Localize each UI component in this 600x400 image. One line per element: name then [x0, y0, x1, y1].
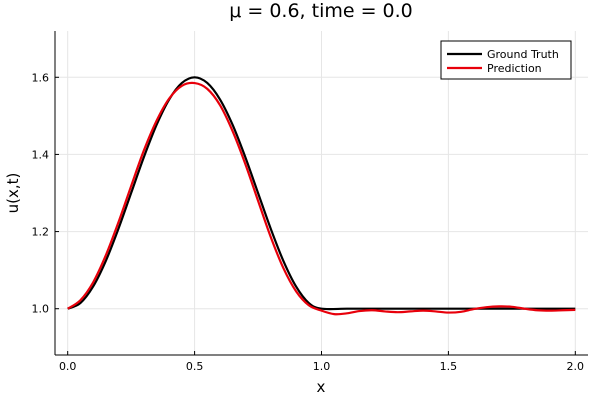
legend-box — [440, 40, 572, 80]
x-tick-label: 1.5 — [440, 360, 458, 373]
y-tick-label: 1.0 — [32, 303, 50, 316]
x-tick-label: 0.0 — [59, 360, 77, 373]
y-axis-title: u(x,t) — [4, 173, 22, 214]
legend-label-prediction: Prediction — [487, 62, 542, 75]
x-tick-label: 1.0 — [313, 360, 331, 373]
x-tick-label: 2.0 — [567, 360, 585, 373]
y-tick-label: 1.4 — [32, 148, 50, 161]
y-tick-label: 1.6 — [32, 71, 50, 84]
series-line-ground-truth — [67, 76, 576, 311]
y-tick-label: 1.2 — [32, 226, 50, 239]
x-tick-label: 0.5 — [186, 360, 204, 373]
ticks: 0.0 0.5 1.0 1.5 2.0 1.0 1.2 1.4 1.6 — [32, 71, 585, 373]
series-line-prediction — [67, 81, 576, 316]
series-layer — [67, 76, 576, 316]
legend: Ground Truth Prediction — [440, 40, 572, 80]
x-axis-title: x — [317, 378, 326, 396]
legend-label-ground-truth: Ground Truth — [487, 48, 559, 61]
chart-title: μ = 0.6, time = 0.0 — [229, 0, 413, 22]
